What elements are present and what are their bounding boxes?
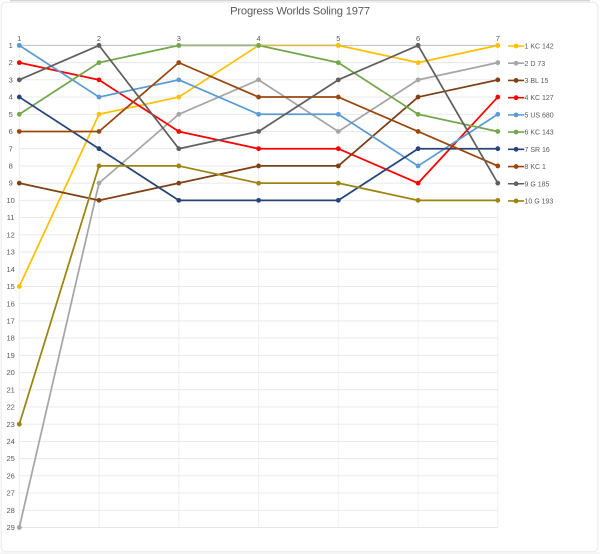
- svg-text:29: 29: [7, 523, 15, 532]
- svg-text:3: 3: [177, 34, 181, 43]
- svg-text:13: 13: [7, 248, 15, 257]
- svg-text:19: 19: [7, 351, 15, 360]
- svg-text:5: 5: [336, 34, 340, 43]
- svg-text:7 SR 16: 7 SR 16: [525, 147, 550, 154]
- svg-text:1: 1: [9, 41, 13, 50]
- svg-text:27: 27: [7, 489, 15, 498]
- svg-text:9 G 185: 9 G 185: [525, 181, 550, 188]
- svg-text:12: 12: [7, 230, 15, 239]
- svg-text:5: 5: [9, 110, 13, 119]
- svg-text:7: 7: [9, 144, 13, 153]
- svg-text:2: 2: [97, 34, 101, 43]
- svg-text:3: 3: [9, 75, 13, 84]
- svg-text:10: 10: [7, 196, 15, 205]
- svg-text:4: 4: [9, 93, 13, 102]
- svg-text:1 KC 142: 1 KC 142: [525, 44, 554, 51]
- svg-text:24: 24: [7, 437, 15, 446]
- svg-text:23: 23: [7, 420, 15, 429]
- svg-text:4 KC 127: 4 KC 127: [525, 95, 554, 102]
- svg-text:9: 9: [9, 179, 13, 188]
- svg-text:6: 6: [416, 34, 420, 43]
- svg-text:11: 11: [7, 213, 15, 222]
- svg-text:16: 16: [7, 299, 15, 308]
- svg-text:6: 6: [9, 127, 13, 136]
- svg-text:17: 17: [7, 316, 15, 325]
- svg-text:7: 7: [496, 34, 500, 43]
- svg-text:8: 8: [9, 162, 13, 171]
- svg-text:26: 26: [7, 471, 15, 480]
- svg-text:28: 28: [7, 506, 15, 515]
- svg-text:14: 14: [7, 265, 15, 274]
- svg-text:6 KC 143: 6 KC 143: [525, 130, 554, 137]
- svg-text:Progress Worlds Soling 1977: Progress Worlds Soling 1977: [230, 6, 370, 18]
- svg-text:22: 22: [7, 403, 15, 412]
- svg-text:2: 2: [9, 58, 13, 67]
- svg-text:15: 15: [7, 282, 15, 291]
- svg-text:21: 21: [7, 385, 15, 394]
- svg-text:8 KC 1: 8 KC 1: [525, 164, 547, 171]
- svg-text:10 G 193: 10 G 193: [525, 199, 554, 206]
- svg-text:2 D 73: 2 D 73: [525, 61, 546, 68]
- svg-text:18: 18: [7, 334, 15, 343]
- svg-text:4: 4: [257, 34, 261, 43]
- svg-text:20: 20: [7, 368, 15, 377]
- svg-text:3 BL 15: 3 BL 15: [525, 78, 549, 85]
- svg-text:5 US 680: 5 US 680: [525, 112, 554, 119]
- svg-text:1: 1: [17, 34, 21, 43]
- svg-text:25: 25: [7, 454, 15, 463]
